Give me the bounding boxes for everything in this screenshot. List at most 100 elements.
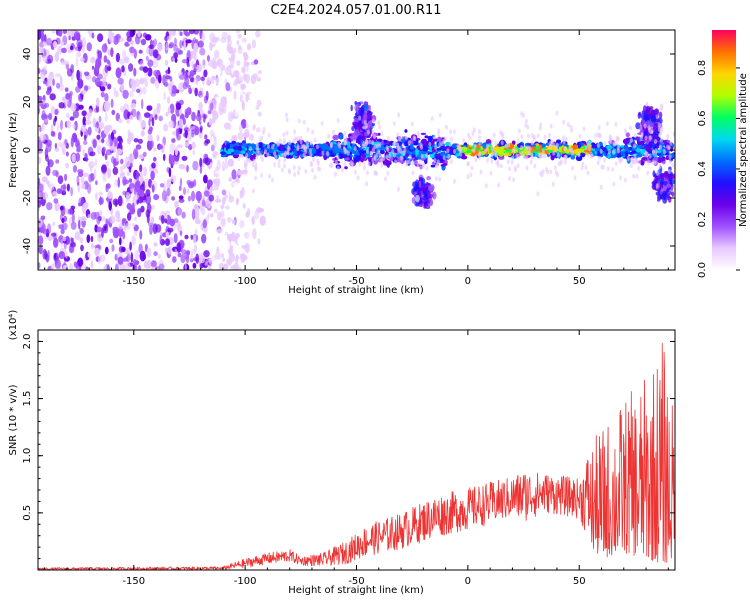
spectrogram-cell xyxy=(365,139,369,145)
spectrogram-cell xyxy=(91,65,95,70)
spectrogram-cell xyxy=(105,160,110,167)
spectrogram-cell xyxy=(86,112,91,120)
spectrogram-cell xyxy=(61,217,65,224)
spectrogram-cell xyxy=(65,162,69,169)
spectrogram-cell xyxy=(199,47,206,56)
spectrogram-cell xyxy=(168,167,172,178)
spectrogram-cell xyxy=(60,184,67,190)
spectrogram-cell xyxy=(44,118,49,124)
spectrogram-cell xyxy=(150,260,157,268)
spectrogram-cell xyxy=(87,252,91,258)
spectrogram-cell xyxy=(52,30,55,34)
spectrogram-cell xyxy=(112,198,119,206)
spectrogram-cell xyxy=(86,42,93,52)
spectrogram-cell xyxy=(231,231,236,242)
spectrogram-cell xyxy=(64,138,68,146)
spectrogram-cell xyxy=(151,184,155,193)
spectrogram-cell xyxy=(297,118,301,124)
spectrogram-cell xyxy=(205,90,209,101)
spectrogram-cell xyxy=(97,81,103,86)
spectrogram-cell xyxy=(326,146,331,151)
spectrogram-cell xyxy=(131,202,135,214)
spectrogram-cell xyxy=(240,252,246,263)
spectrogram-cell xyxy=(641,157,648,161)
spectrogram-cell xyxy=(176,144,183,149)
spectrogram-cell xyxy=(197,40,204,48)
spectrogram-cell xyxy=(666,183,671,188)
spectrogram-cell xyxy=(110,131,115,141)
spectrogram-cell xyxy=(74,120,78,131)
spectrogram-cell xyxy=(94,168,97,179)
spectrogram-cell xyxy=(236,60,241,66)
spectrogram-cell xyxy=(186,164,189,173)
spectrogram-cell xyxy=(91,242,94,250)
spectrogram-cell xyxy=(153,242,158,247)
spectrogram-cell xyxy=(96,134,101,140)
spectrogram-cell xyxy=(181,155,188,161)
spectrogram-cell xyxy=(178,195,184,200)
spectrogram-cell xyxy=(163,92,167,100)
spectrogram-cell xyxy=(41,123,45,132)
spectrogram-cell xyxy=(261,157,265,162)
spectrogram-cell xyxy=(201,199,206,207)
spectrogram-cell xyxy=(59,75,63,87)
spectrogram-cell xyxy=(242,51,248,58)
spectrogram-cell xyxy=(635,153,643,158)
spectrogram-cell xyxy=(199,127,203,134)
spectrogram-cell xyxy=(118,58,125,65)
spectrogram-cell xyxy=(606,145,613,150)
spectrogram-cell xyxy=(84,71,90,77)
spectrogram-cell xyxy=(66,121,71,126)
spectrogram-cell xyxy=(659,189,663,195)
spectrogram-cell xyxy=(46,202,53,211)
spectrogram-cell xyxy=(114,263,119,270)
spectrogram-cell xyxy=(50,124,54,134)
spectrogram-cell xyxy=(418,188,422,197)
spectrogram-cell xyxy=(561,135,565,141)
spectrogram-cell xyxy=(45,154,49,162)
spectrogram-cell xyxy=(638,144,643,149)
spectrogram-cell xyxy=(52,169,59,176)
spectrogram-cell xyxy=(111,244,115,252)
spectrogram-cell xyxy=(177,207,181,217)
spectrogram-cell xyxy=(177,252,182,258)
spectrogram-cell xyxy=(56,82,61,89)
spectrogram-cell xyxy=(81,183,86,190)
spectrogram-cell xyxy=(186,49,191,59)
spectrogram-cell xyxy=(201,32,206,43)
spectrogram-cell xyxy=(38,54,42,64)
spectrogram-cell xyxy=(147,259,152,269)
spectrogram-cell xyxy=(38,183,44,193)
spectrogram-cell xyxy=(68,35,71,41)
spectrogram-cell xyxy=(350,104,353,112)
spectrogram-cell xyxy=(170,90,177,97)
spectrogram-cell xyxy=(127,132,134,141)
spectrogram-cell xyxy=(117,177,121,188)
spectrogram-cell xyxy=(645,140,650,145)
spectrogram-cell xyxy=(199,166,203,174)
spectrogram-cell xyxy=(66,112,70,119)
spectrogram-cell xyxy=(426,176,431,181)
spectrogram-cell xyxy=(192,37,197,43)
spectrogram-cell xyxy=(584,164,588,170)
spectrogram-cell xyxy=(209,41,213,52)
spectrogram-cell xyxy=(176,220,181,231)
spectrogram-cell xyxy=(625,132,630,138)
spectrogram-cell xyxy=(134,151,138,159)
spectrogram-cell xyxy=(245,153,249,158)
spectrogram-cell xyxy=(380,162,384,168)
spectrogram-cell xyxy=(62,30,67,34)
spectrogram-cell xyxy=(173,52,179,59)
spectrogram-cell xyxy=(547,149,555,153)
spectrogram-cell xyxy=(47,78,51,88)
spectrogram-cell xyxy=(128,63,134,72)
spectrogram-cell xyxy=(175,102,182,110)
spectrogram-cell xyxy=(354,129,360,137)
spectrogram-cell xyxy=(150,76,156,84)
spectrogram-cell xyxy=(65,151,69,157)
spectrogram-cell xyxy=(46,37,52,46)
spectrogram-cell xyxy=(78,104,84,110)
spectrogram-cell xyxy=(216,159,221,170)
spectrogram-cell xyxy=(194,87,198,97)
